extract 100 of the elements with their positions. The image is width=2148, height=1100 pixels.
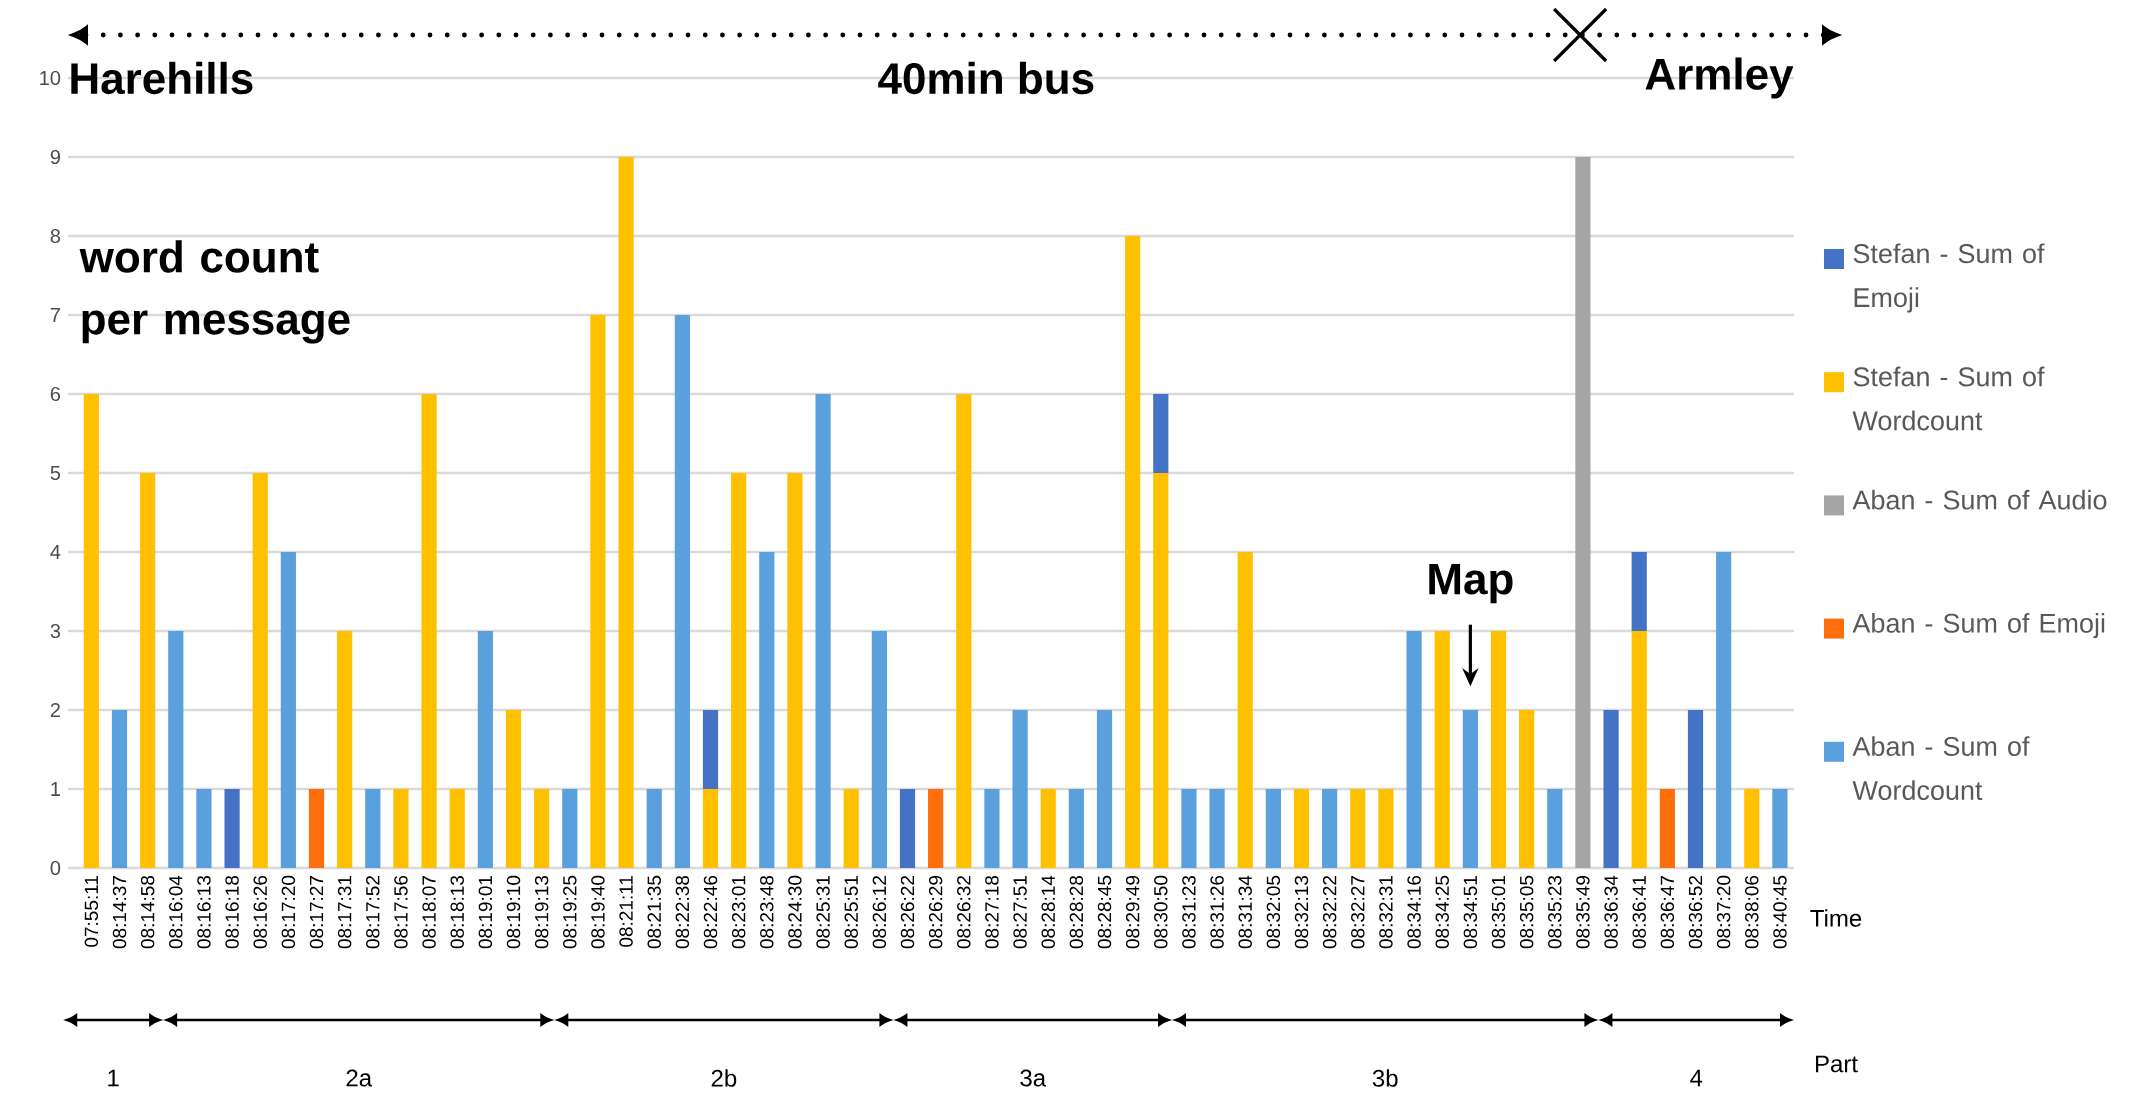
bar [1406,631,1422,868]
bar [224,789,240,868]
legend-label: Aban - Sum of Audio [1852,489,2107,510]
x-tick-label: 08:32:31 [1379,876,1393,949]
y-tick-label: 10 [40,70,61,86]
x-tick-label: 08:28:14 [1041,875,1055,949]
x-tick-label: 08:17:52 [366,876,380,949]
x-tick-label: 08:16:26 [253,875,267,949]
bar [365,789,381,868]
legend-label: Stefan - Sum of Wordcount [1852,366,2045,431]
bar [111,710,128,868]
bar [618,157,634,868]
x-tick-label: 08:31:34 [1238,875,1252,949]
bar [1547,789,1563,868]
bar [646,789,662,868]
bar [787,473,803,868]
bar [1096,710,1113,868]
annotation: Armley [1645,57,1794,99]
bar [815,394,831,868]
bar [1153,473,1169,868]
bar [1181,789,1197,868]
bar [1575,157,1591,868]
x-tick-label: 08:34:51 [1463,876,1478,949]
x-tick-label: 08:23:01 [731,876,746,949]
bar [1462,710,1478,868]
x-tick-label: 08:19:25 [563,875,577,949]
bar [1772,789,1788,868]
x-tick-label: 08:26:32 [957,876,971,949]
bar [956,394,972,868]
y-tick-label: 9 [50,149,61,165]
x-tick-label: 08:26:29 [928,875,943,949]
x-tick-label: 08:23:48 [760,875,774,949]
bar [421,394,437,868]
bar [899,789,916,868]
x-tick-label: 08:36:41 [1632,876,1646,949]
bar [1125,236,1141,868]
bar [674,315,690,868]
x-tick-label: 08:14:58 [140,875,155,949]
bar [1265,789,1281,868]
bar [1322,789,1338,868]
y-tick-label: 8 [50,228,61,244]
x-tick-label: 08:25:51 [844,876,858,949]
x-tick-label: 08:25:31 [816,876,830,949]
annotation: Harehills [71,61,253,95]
bar [1012,710,1028,868]
x-tick-label: 08:29:49 [1125,875,1140,949]
text: 2b [711,1069,737,1087]
bar [1490,631,1507,868]
bar [928,789,944,868]
annotation: 40min bus [878,61,1094,95]
x-tick-label: 08:19:13 [534,875,549,949]
x-tick-label: 08:26:12 [872,876,887,949]
text: 3a [1020,1069,1047,1087]
legend-label: Aban - Sum of Emoji [1852,612,2105,639]
text: 1 [108,1069,119,1087]
x-tick-label: 08:21:11 [619,876,633,947]
x-tick-label: 08:31:23 [1182,875,1196,949]
x-tick-label: 08:14:37 [112,876,127,949]
bar [1687,710,1704,868]
x-tick-label: 08:17:27 [309,876,324,949]
x-tick-label: 08:36:47 [1660,876,1675,949]
text: 4 [1690,1069,1703,1087]
bar [1068,789,1084,868]
bar [1350,789,1366,868]
bar [1716,552,1732,868]
x-tick-label: 08:34:25 [1435,875,1449,949]
x-tick-label: 08:32:27 [1351,876,1365,949]
y-tick-label: 4 [50,545,61,559]
bar [1153,394,1169,473]
x-tick-label: 08:22:38 [675,875,690,949]
x-tick-label: 08:32:22 [1322,876,1337,949]
x-tick-label: 08:17:56 [394,875,408,949]
bar [168,631,184,868]
bar [1631,552,1647,631]
x-tick-label: 08:35:49 [1576,875,1590,949]
y-tick-label: 2 [50,703,60,717]
x-tick-label: 08:31:26 [1210,875,1224,949]
bar [196,789,212,868]
bar [759,552,775,868]
bar [449,789,465,868]
bar [1519,710,1535,868]
y-tick-label: 5 [50,466,61,480]
bar [562,789,578,868]
y-tick-label: 1 [51,782,60,796]
annotation: Map [1429,563,1513,604]
bar [702,789,719,868]
bar [83,394,99,868]
x-tick-label: 08:32:05 [1266,875,1281,949]
bar [1378,789,1394,868]
text: Part [1815,1055,1858,1073]
y-tick-label: 6 [50,386,61,402]
x-tick-label: 08:16:18 [225,875,239,949]
x-tick-label: 08:35:05 [1519,875,1534,949]
x-tick-label: 08:28:28 [1069,875,1084,949]
x-tick-label: 08:19:40 [591,875,605,949]
x-tick-label: 08:34:16 [1407,875,1421,949]
bar [1293,789,1310,868]
x-tick-label: 08:37:20 [1716,875,1731,949]
x-tick-label: 08:18:13 [450,875,464,949]
bar [1237,552,1253,868]
